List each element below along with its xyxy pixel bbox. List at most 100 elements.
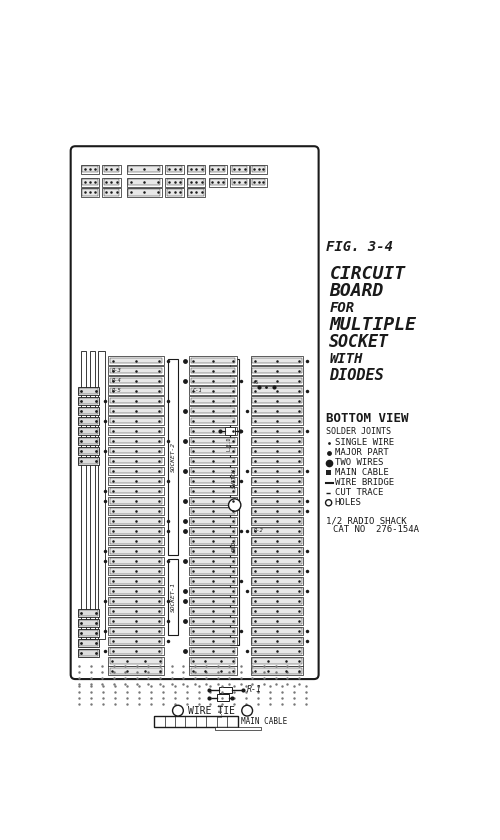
Bar bbox=[79, 640, 98, 646]
Bar bbox=[190, 527, 237, 535]
Bar bbox=[191, 478, 236, 484]
Bar bbox=[82, 189, 98, 196]
Bar bbox=[191, 618, 236, 623]
Bar bbox=[191, 638, 236, 643]
Bar bbox=[110, 598, 162, 604]
Bar bbox=[102, 178, 120, 187]
Bar bbox=[190, 617, 237, 625]
Bar bbox=[110, 578, 162, 584]
Text: L.E.D: L.E.D bbox=[218, 702, 224, 717]
Bar bbox=[90, 351, 96, 639]
Bar bbox=[110, 498, 162, 503]
Bar bbox=[127, 188, 162, 197]
Text: SWITCH: SWITCH bbox=[232, 469, 237, 488]
Bar bbox=[166, 188, 184, 197]
Bar bbox=[252, 368, 302, 373]
Bar bbox=[190, 557, 237, 565]
Text: MULTIPLE: MULTIPLE bbox=[330, 316, 416, 333]
Bar bbox=[104, 179, 119, 186]
Bar bbox=[191, 418, 236, 423]
Bar bbox=[251, 657, 303, 666]
Bar bbox=[110, 628, 162, 633]
Text: R-5: R-5 bbox=[112, 388, 121, 393]
Bar bbox=[190, 386, 237, 395]
Bar bbox=[110, 488, 162, 493]
Bar bbox=[251, 427, 303, 435]
Bar bbox=[110, 588, 162, 594]
Bar bbox=[252, 549, 302, 554]
Bar bbox=[110, 549, 162, 554]
Bar bbox=[110, 478, 162, 484]
Bar bbox=[251, 366, 303, 375]
Bar bbox=[251, 417, 303, 425]
Bar bbox=[128, 166, 160, 172]
Bar bbox=[79, 388, 98, 394]
Bar bbox=[79, 630, 98, 636]
Bar bbox=[104, 189, 119, 196]
Bar bbox=[79, 459, 98, 464]
Bar bbox=[252, 608, 302, 613]
Bar bbox=[250, 178, 267, 187]
Text: CUT TRACE: CUT TRACE bbox=[335, 488, 383, 497]
Bar bbox=[187, 178, 206, 187]
Bar bbox=[191, 378, 236, 383]
Bar bbox=[251, 537, 303, 545]
Bar bbox=[108, 557, 164, 565]
Bar bbox=[110, 458, 162, 464]
Bar bbox=[190, 596, 237, 605]
Bar bbox=[190, 486, 237, 495]
Bar bbox=[252, 388, 302, 393]
Bar bbox=[251, 466, 303, 475]
Bar bbox=[110, 438, 162, 444]
Bar bbox=[166, 178, 184, 187]
Bar bbox=[108, 396, 164, 405]
Bar bbox=[108, 527, 164, 535]
Text: BOARD: BOARD bbox=[330, 282, 384, 300]
Bar bbox=[110, 608, 162, 613]
Bar bbox=[108, 576, 164, 585]
Bar bbox=[79, 418, 98, 424]
Bar bbox=[191, 508, 236, 513]
Bar bbox=[190, 537, 237, 545]
Circle shape bbox=[326, 500, 332, 506]
Bar bbox=[108, 647, 164, 655]
Circle shape bbox=[242, 706, 252, 716]
Bar bbox=[218, 687, 232, 693]
Bar bbox=[252, 659, 302, 664]
Bar bbox=[190, 437, 237, 445]
Bar bbox=[252, 458, 302, 464]
Bar bbox=[251, 627, 303, 635]
Bar bbox=[80, 165, 99, 174]
Bar bbox=[78, 428, 99, 435]
Bar bbox=[252, 448, 302, 454]
Bar bbox=[110, 508, 162, 513]
Bar bbox=[191, 428, 236, 433]
Bar bbox=[232, 179, 247, 186]
Bar bbox=[251, 647, 303, 655]
Bar bbox=[187, 165, 206, 174]
Text: TWO WIRES: TWO WIRES bbox=[335, 458, 383, 467]
Bar bbox=[252, 668, 302, 674]
Bar bbox=[190, 417, 237, 425]
Bar bbox=[252, 408, 302, 413]
Bar bbox=[190, 647, 237, 655]
Bar bbox=[78, 387, 99, 395]
Bar bbox=[191, 598, 236, 604]
Bar bbox=[108, 486, 164, 495]
Bar bbox=[251, 567, 303, 575]
Bar bbox=[190, 376, 237, 385]
Bar bbox=[191, 518, 236, 523]
Bar bbox=[252, 568, 302, 574]
Bar bbox=[108, 586, 164, 595]
Bar bbox=[78, 417, 99, 425]
Text: CAT NO  276-154A: CAT NO 276-154A bbox=[333, 525, 419, 534]
Bar bbox=[191, 538, 236, 543]
Bar bbox=[127, 178, 162, 187]
Bar bbox=[191, 358, 236, 364]
Bar bbox=[191, 628, 236, 633]
Bar bbox=[252, 166, 266, 172]
Bar bbox=[252, 488, 302, 493]
Bar bbox=[110, 558, 162, 564]
Bar bbox=[78, 619, 99, 627]
Bar bbox=[252, 508, 302, 513]
